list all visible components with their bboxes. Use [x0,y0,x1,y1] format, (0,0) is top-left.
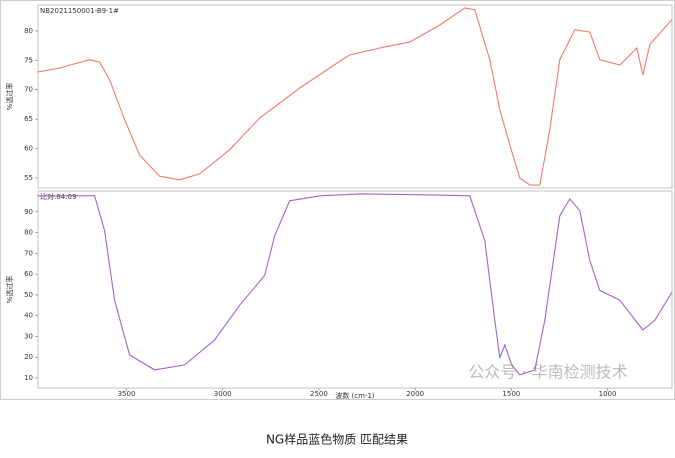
y-tick-label: 20 [24,353,33,361]
y-tick-label: 30 [24,332,33,340]
x-tick-label: 2500 [310,390,328,398]
y-tick-label: 90 [24,208,33,216]
x-tick-label: 3000 [214,390,232,398]
y-axis-label: %透过率 [5,83,14,111]
y-tick-label: 70 [24,86,33,94]
y-tick-label: 75 [24,56,33,64]
y-tick-label: 80 [24,27,33,35]
y-tick-label: 50 [24,291,33,299]
y-tick-label: 60 [24,270,33,278]
panel-header: 比对:84.09 [40,192,76,201]
x-tick-label: 3500 [118,390,136,398]
y-tick-label: 65 [24,115,33,123]
y-tick-label: 80 [24,229,33,237]
caption: NG样品蓝色物质 匹配结果 [266,432,408,447]
x-tick-label: 1500 [502,390,520,398]
plot-area [37,4,673,189]
spectrum-line [37,193,673,376]
y-axis-label: %透过率 [5,276,14,304]
y-tick-label: 70 [24,249,33,257]
watermark: 公众号 · 华南检测技术 [468,363,627,382]
frame [0,0,675,400]
y-tick-label: 40 [24,312,33,320]
plot-area [37,190,673,389]
spectrum-line [37,7,673,186]
y-tick-label: 10 [24,374,33,382]
x-tick-label: 2000 [406,390,424,398]
x-axis-label: 波数 (cm-1) [335,391,375,400]
panel-header: NB2021150001-B9-1# [40,7,119,15]
y-tick-label: 60 [24,145,33,153]
y-tick-label: 55 [24,174,33,182]
x-tick-label: 1000 [599,390,617,398]
